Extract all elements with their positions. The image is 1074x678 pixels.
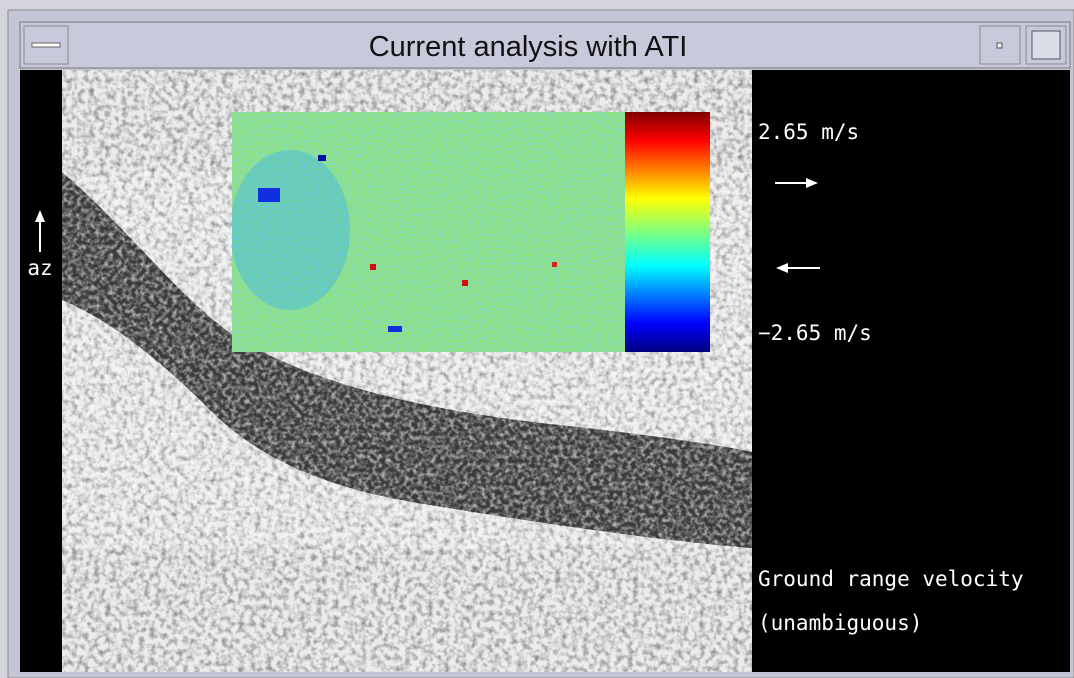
velocity-spot bbox=[462, 280, 468, 286]
azimuth-label: az bbox=[27, 256, 52, 280]
title-bar bbox=[19, 21, 1071, 69]
velocity-spot bbox=[388, 326, 402, 332]
velocity-spot bbox=[370, 264, 376, 270]
left-arrow-head bbox=[776, 263, 788, 273]
azimuth-arrow-head bbox=[35, 210, 45, 222]
velocity-spot bbox=[552, 262, 557, 267]
velocity-region bbox=[232, 150, 350, 310]
caption-line: (unambiguous) bbox=[758, 611, 922, 635]
max-velocity-label: 2.65 m/s bbox=[758, 120, 859, 144]
color-bar bbox=[625, 112, 710, 352]
velocity-spot bbox=[318, 155, 326, 161]
maximize-icon bbox=[1031, 30, 1061, 60]
menu-button-icon bbox=[31, 42, 61, 48]
velocity-spot bbox=[258, 188, 280, 202]
right-arrow-head bbox=[806, 178, 818, 188]
river-texture bbox=[62, 172, 752, 548]
window-title: Current analysis with ATI bbox=[369, 31, 688, 63]
velocity-texture bbox=[232, 112, 625, 352]
caption-line: Ground range velocity bbox=[758, 567, 1024, 591]
velocity-map bbox=[232, 112, 625, 352]
min-velocity-label: −2.65 m/s bbox=[758, 321, 872, 345]
minimize-icon bbox=[996, 42, 1003, 49]
